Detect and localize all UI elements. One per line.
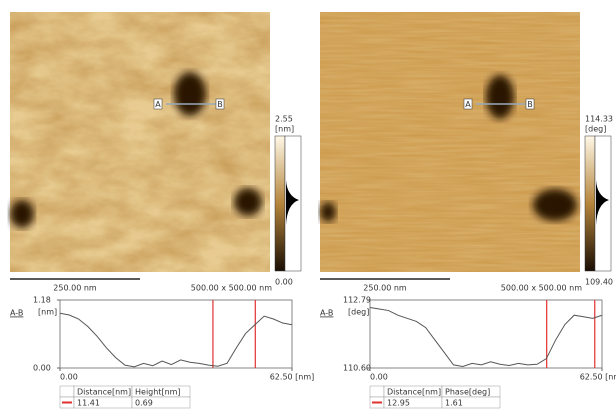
table-value: 0.69 (135, 399, 153, 408)
marker-box (215, 98, 225, 110)
x-tick-label: 62.50 [nm] (580, 373, 616, 382)
image-size: 500.00 x 500.00 nm (191, 284, 272, 293)
x-tick-label: 0.00 (370, 373, 388, 382)
x-tick-label: 62.50 [nm] (270, 373, 315, 382)
profile-line (59, 312, 293, 368)
colorbar (584, 135, 596, 272)
surface-pit (234, 188, 262, 216)
afm-texture (320, 12, 580, 272)
marker-label: B (217, 100, 223, 109)
profile-frame (369, 299, 603, 369)
marker-box (525, 98, 535, 110)
surface-pit (533, 189, 577, 221)
table-header-cell (59, 385, 75, 398)
table-header: Distance[nm] (77, 388, 131, 397)
surface-pit (174, 72, 206, 116)
image-size: 500.00 x 500.00 nm (501, 284, 582, 293)
y-tick-label: 1.18 (33, 296, 51, 305)
surface-pit (10, 200, 34, 228)
scale-bar-label: 250.00 nm (53, 284, 97, 293)
scale-bar-label: 250.00 nm (363, 284, 407, 293)
colorbar-max: 2.55 (275, 115, 293, 124)
table-value: 12.95 (387, 399, 410, 408)
colorbar-unit: [deg] (585, 125, 606, 134)
profile-frame (59, 299, 293, 369)
y-tick-label: 110.60 (343, 364, 371, 373)
colorbar-min: 109.40 (585, 278, 613, 287)
table-header-cell (369, 385, 385, 398)
surface-pit (320, 202, 336, 222)
table-value: 11.41 (77, 399, 100, 408)
colorbar (274, 135, 286, 272)
table-header: Phase[deg] (445, 388, 490, 397)
marker-box (153, 98, 163, 110)
colorbar-max: 114.33 (585, 115, 613, 124)
y-tick-label: 0.00 (33, 364, 51, 373)
y-tick-label: 112.79 (343, 296, 371, 305)
colorbar-unit: [nm] (275, 125, 294, 134)
profile-line (369, 306, 603, 367)
marker-box (463, 98, 473, 110)
marker-label: A (465, 100, 471, 109)
afm-texture (10, 12, 270, 272)
x-tick-label: 0.00 (60, 373, 78, 382)
table-cell (441, 396, 501, 409)
colorbar-min: 0.00 (275, 278, 293, 287)
table-cell (131, 396, 191, 409)
y-unit: [deg] (348, 308, 369, 317)
surface-pit (486, 75, 514, 119)
y-unit: [nm] (38, 308, 57, 317)
table-value: 1.61 (445, 399, 463, 408)
marker-label: B (527, 100, 533, 109)
profile-label: A-B (320, 309, 333, 318)
histogram (286, 180, 299, 225)
marker-label: A (155, 100, 161, 109)
table-header: Height[nm] (135, 388, 181, 397)
table-header: Distance[nm] (387, 388, 441, 397)
profile-label: A-B (10, 309, 23, 318)
histogram (596, 180, 609, 225)
